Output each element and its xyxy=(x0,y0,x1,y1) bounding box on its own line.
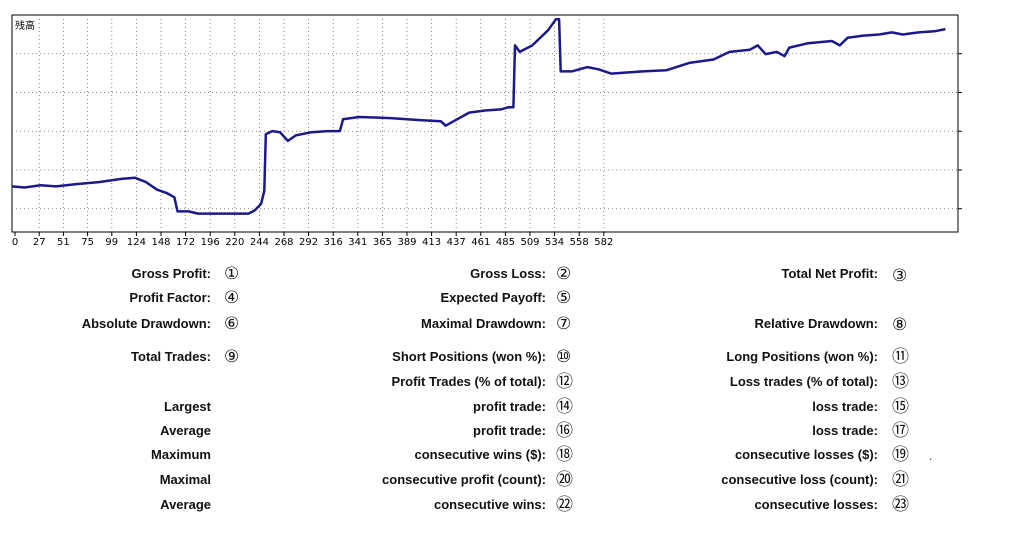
marker-6: ⑥ xyxy=(224,314,240,333)
marker-11: ⑪ xyxy=(892,347,909,366)
consecutive-loss-count-label: consecutive loss (count): xyxy=(721,472,878,487)
loss-trades-label: Loss trades (% of total): xyxy=(729,374,878,389)
x-axis-ticks: 0 27 51 75 99 124 148 172 196 220 244 268 292 316 341 3… xyxy=(12,53,962,248)
x-tick-label: 316 xyxy=(324,237,343,248)
maximal-drawdown-label: Maximal Drawdown: xyxy=(421,316,546,331)
largest-profit-trade-label: profit trade: xyxy=(473,399,546,414)
total-net-profit-label: Total Net Profit: xyxy=(781,266,878,281)
x-tick-label: 244 xyxy=(250,237,269,248)
marker-7: ⑦ xyxy=(556,314,572,333)
marker-2: ② xyxy=(556,264,572,283)
x-tick-label: 124 xyxy=(127,237,146,248)
marker-16: ⑯ xyxy=(556,421,573,440)
absolute-drawdown-label: Absolute Drawdown: xyxy=(81,316,211,331)
x-tick-label: 461 xyxy=(471,237,490,248)
average-label: Average xyxy=(160,423,211,438)
marker-23: ㉓ xyxy=(892,495,909,514)
y-axis-title: 残高 xyxy=(15,19,35,32)
average-consecutive-label: Average xyxy=(160,497,211,512)
plot-area xyxy=(11,14,959,233)
x-tick-label: 75 xyxy=(81,237,94,248)
marker-9: ⑨ xyxy=(224,347,240,366)
x-tick-label: 196 xyxy=(201,237,220,248)
x-tick-label: 268 xyxy=(274,237,293,248)
profit-trades-label: Profit Trades (% of total): xyxy=(391,374,546,389)
x-tick-label: 51 xyxy=(57,237,70,248)
x-tick-label: 485 xyxy=(496,237,515,248)
total-trades-label: Total Trades: xyxy=(131,349,211,364)
x-tick-label: 509 xyxy=(520,237,539,248)
consecutive-wins-label: consecutive wins: xyxy=(434,497,546,512)
x-tick-label: 0 xyxy=(12,237,18,248)
average-loss-trade-label: loss trade: xyxy=(812,423,878,438)
x-tick-label: 148 xyxy=(151,237,170,248)
marker-20: ⑳ xyxy=(556,470,573,489)
report-summary: Gross Profit: Profit Factor: Absolute Dr… xyxy=(0,262,1024,538)
x-tick-label: 534 xyxy=(545,237,564,248)
marker-3: ③ xyxy=(892,266,908,285)
relative-drawdown-label: Relative Drawdown: xyxy=(754,316,878,331)
x-tick-label: 99 xyxy=(105,237,118,248)
maximum-label: Maximum xyxy=(151,447,211,462)
short-positions-label: Short Positions (won %): xyxy=(392,349,546,364)
marker-13: ⑬ xyxy=(892,372,909,391)
expected-payoff-label: Expected Payoff: xyxy=(440,290,546,305)
consecutive-losses-label: consecutive losses: xyxy=(754,497,878,512)
marker-4: ④ xyxy=(224,288,240,307)
average-profit-trade-label: profit trade: xyxy=(473,423,546,438)
long-positions-label: Long Positions (won %): xyxy=(726,349,878,364)
consecutive-profit-count-label: consecutive profit (count): xyxy=(382,472,546,487)
x-tick-label: 292 xyxy=(299,237,318,248)
marker-10: ⑩ xyxy=(556,347,572,366)
marker-14: ⑭ xyxy=(556,397,573,416)
balance-line xyxy=(11,18,946,215)
marker-18: ⑱ xyxy=(556,445,573,464)
x-tick-label: 437 xyxy=(447,237,466,248)
x-tick-label: 558 xyxy=(570,237,589,248)
gross-profit-label: Gross Profit: xyxy=(131,266,211,281)
grid-lines xyxy=(12,15,958,232)
consecutive-wins-money-label: consecutive wins ($): xyxy=(414,447,546,462)
x-tick-label: 172 xyxy=(176,237,195,248)
marker-1: ① xyxy=(224,264,240,283)
x-tick-label: 341 xyxy=(348,237,367,248)
marker-15: ⑮ xyxy=(892,397,909,416)
largest-loss-trade-label: loss trade: xyxy=(812,399,878,414)
x-tick-label: 365 xyxy=(373,237,392,248)
largest-label: Largest xyxy=(164,399,211,414)
consecutive-losses-money-label: consecutive losses ($): xyxy=(734,447,878,462)
x-tick-label: 27 xyxy=(33,237,46,248)
marker-21: ㉑ xyxy=(892,470,909,489)
x-tick-label: 220 xyxy=(225,237,244,248)
marker-12: ⑫ xyxy=(556,372,573,391)
marker-22: ㉒ xyxy=(556,495,573,514)
balance-chart: 残高 0 27 51 75 99 124 148 172 196 220 244 268 292 316 3… xyxy=(11,14,962,248)
gross-loss-label: Gross Loss: xyxy=(470,266,546,281)
stray-dot: . xyxy=(929,449,933,463)
x-tick-label: 413 xyxy=(422,237,441,248)
x-tick-label: 389 xyxy=(397,237,416,248)
marker-5: ⑤ xyxy=(556,288,572,307)
maximal-label: Maximal xyxy=(159,472,211,487)
x-tick-label: 582 xyxy=(594,237,613,248)
marker-8: ⑧ xyxy=(892,315,908,334)
profit-factor-label: Profit Factor: xyxy=(129,290,211,305)
marker-17: ⑰ xyxy=(892,421,909,440)
marker-19: ⑲ xyxy=(892,445,909,464)
